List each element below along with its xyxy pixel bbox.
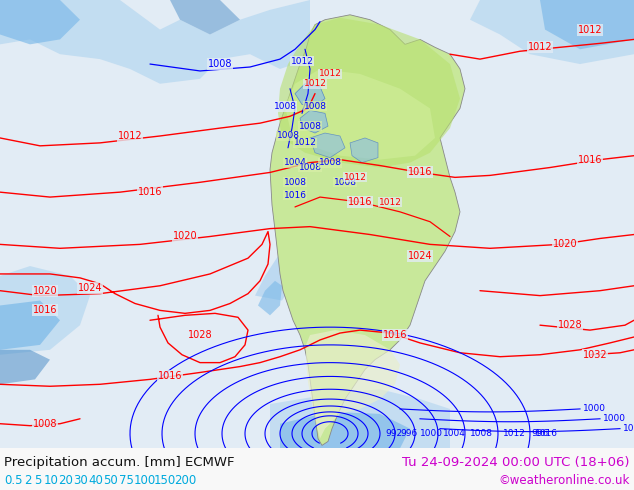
Text: 1016: 1016	[33, 305, 57, 316]
Polygon shape	[258, 281, 282, 316]
Polygon shape	[470, 0, 634, 64]
Text: 1012: 1012	[290, 56, 313, 66]
Text: Tu 24-09-2024 00:00 UTC (18+06): Tu 24-09-2024 00:00 UTC (18+06)	[403, 456, 630, 469]
Text: 1000: 1000	[420, 429, 443, 438]
Text: 1032: 1032	[583, 350, 607, 360]
Text: 1000: 1000	[583, 404, 606, 414]
Text: 1012: 1012	[318, 70, 342, 78]
Text: 40: 40	[89, 473, 103, 487]
Text: 50: 50	[103, 473, 119, 487]
Text: 1016: 1016	[535, 429, 558, 438]
Text: 1012: 1012	[304, 79, 327, 88]
Text: 2: 2	[25, 473, 32, 487]
Text: 1016: 1016	[283, 191, 306, 199]
Text: 1008: 1008	[470, 429, 493, 438]
Text: 1008: 1008	[208, 59, 232, 69]
Text: 1016: 1016	[138, 187, 162, 197]
Polygon shape	[0, 0, 634, 448]
Text: 1008: 1008	[333, 178, 356, 187]
Polygon shape	[280, 412, 410, 448]
Text: 100: 100	[134, 473, 156, 487]
Text: 75: 75	[119, 473, 133, 487]
Text: 200: 200	[174, 473, 197, 487]
Text: 20: 20	[58, 473, 74, 487]
Text: ©weatheronline.co.uk: ©weatheronline.co.uk	[498, 473, 630, 487]
Polygon shape	[540, 0, 634, 49]
Polygon shape	[0, 266, 90, 355]
Text: 1024: 1024	[408, 251, 432, 261]
Text: 1024: 1024	[78, 283, 102, 293]
Text: 1012: 1012	[378, 197, 401, 206]
Text: 1020: 1020	[553, 240, 578, 249]
Text: 996: 996	[531, 429, 548, 438]
Text: 5: 5	[34, 473, 41, 487]
Text: 992: 992	[385, 429, 402, 438]
Polygon shape	[170, 0, 240, 34]
Text: 1008: 1008	[318, 158, 342, 167]
Text: 1012: 1012	[578, 24, 602, 35]
Text: 1016: 1016	[578, 155, 602, 165]
Polygon shape	[350, 138, 378, 163]
Polygon shape	[310, 133, 345, 158]
Text: 0.5: 0.5	[4, 473, 22, 487]
Text: 10: 10	[44, 473, 58, 487]
Text: 1028: 1028	[188, 330, 212, 340]
Text: 1016: 1016	[348, 197, 372, 207]
Polygon shape	[0, 350, 50, 384]
Polygon shape	[255, 246, 300, 300]
Polygon shape	[300, 110, 328, 133]
Polygon shape	[0, 0, 310, 84]
Polygon shape	[0, 300, 60, 350]
Text: Precipitation accum. [mm] ECMWF: Precipitation accum. [mm] ECMWF	[4, 456, 235, 469]
Text: 1028: 1028	[558, 320, 582, 330]
Text: 996: 996	[400, 429, 417, 438]
Text: 1012: 1012	[527, 42, 552, 52]
Polygon shape	[270, 389, 450, 448]
Text: 1008: 1008	[273, 102, 297, 111]
Text: 1004: 1004	[283, 158, 306, 167]
Text: 1008: 1008	[33, 419, 57, 429]
Text: 1008: 1008	[304, 102, 327, 111]
Text: 1000: 1000	[603, 414, 626, 423]
Text: 1008: 1008	[276, 131, 299, 141]
Polygon shape	[285, 69, 435, 160]
Text: 1020: 1020	[33, 286, 57, 295]
Text: 30: 30	[74, 473, 88, 487]
Text: 1016: 1016	[383, 330, 407, 340]
Text: 1012: 1012	[344, 173, 366, 182]
Polygon shape	[0, 0, 80, 44]
Polygon shape	[270, 15, 465, 445]
Text: 1020: 1020	[172, 231, 197, 242]
Text: 1016: 1016	[158, 371, 182, 381]
Text: 1012: 1012	[294, 138, 316, 147]
Text: 1000: 1000	[623, 424, 634, 433]
Text: 1004: 1004	[443, 429, 466, 438]
Text: 1016: 1016	[408, 168, 432, 177]
Text: 1012: 1012	[503, 429, 526, 438]
Text: 1008: 1008	[299, 163, 321, 172]
Text: 150: 150	[154, 473, 176, 487]
Polygon shape	[306, 330, 400, 439]
Polygon shape	[278, 18, 460, 168]
Polygon shape	[295, 84, 325, 106]
Text: 1008: 1008	[283, 178, 306, 187]
Text: 1012: 1012	[118, 131, 142, 141]
Text: 1008: 1008	[299, 122, 321, 131]
